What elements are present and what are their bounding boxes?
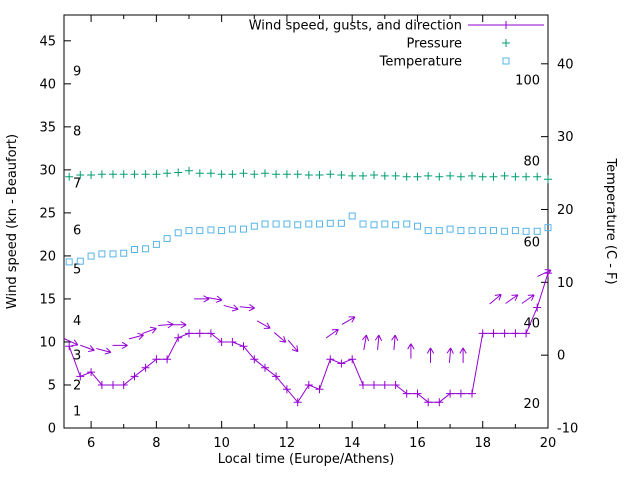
- svg-text:5: 5: [73, 262, 81, 277]
- wind-arrow: [158, 321, 174, 329]
- fahrenheit-scale-labels: 20 40 60 80 100: [515, 73, 540, 412]
- wind-arrow: [459, 347, 467, 363]
- wind-arrow: [391, 334, 399, 351]
- wind-arrow: [361, 334, 370, 350]
- svg-text:20: 20: [557, 203, 574, 218]
- wind-arrow: [256, 320, 271, 329]
- svg-text:6: 6: [73, 224, 81, 239]
- legend-label: Wind speed, gusts, and direction: [249, 19, 462, 34]
- svg-text:15: 15: [39, 292, 56, 307]
- svg-text:40: 40: [39, 77, 56, 92]
- svg-text:35: 35: [39, 120, 56, 135]
- svg-text:0: 0: [48, 422, 56, 437]
- y-axis-title-left: Wind speed (kn - Beaufort): [5, 134, 20, 309]
- svg-text:25: 25: [39, 206, 56, 221]
- svg-text:80: 80: [523, 154, 540, 169]
- svg-text:14: 14: [344, 436, 361, 451]
- wind-arrow: [287, 339, 299, 353]
- svg-text:7: 7: [73, 176, 81, 191]
- y-right-labels: -10 0 10 20 30 40: [557, 57, 578, 436]
- wind-arrow: [537, 269, 552, 277]
- x-axis-title: Local time (Europe/Athens): [218, 452, 395, 467]
- wind-speed-markers: [65, 269, 552, 407]
- wind-arrow: [341, 316, 356, 325]
- svg-text:18: 18: [474, 436, 491, 451]
- wind-arrow: [374, 334, 383, 351]
- svg-text:20: 20: [540, 436, 557, 451]
- svg-text:0: 0: [557, 349, 565, 364]
- wind-arrow: [325, 328, 339, 339]
- svg-text:30: 30: [557, 130, 574, 145]
- svg-text:1: 1: [73, 404, 81, 419]
- svg-text:20: 20: [523, 397, 540, 412]
- svg-text:6: 6: [87, 436, 95, 451]
- legend-label: Temperature: [379, 55, 462, 70]
- beaufort-scale-labels: 1 2 3 4 5 6 7 8 9: [73, 64, 81, 419]
- svg-text:12: 12: [279, 436, 296, 451]
- plot-border: [63, 14, 549, 429]
- svg-text:4: 4: [73, 314, 81, 329]
- svg-text:-10: -10: [557, 422, 578, 437]
- wind-arrow: [194, 295, 210, 303]
- wind-arrow: [128, 332, 144, 340]
- pressure-series: [65, 166, 552, 184]
- svg-text:20: 20: [39, 249, 56, 264]
- y-left-ticks: [64, 40, 71, 429]
- wind-arrow: [426, 347, 435, 363]
- legend: Wind speed, gusts, and direction Pressure…: [249, 19, 544, 70]
- y-left-labels: 0 5 10 15 20 25 30 35 40 45: [39, 34, 56, 436]
- svg-text:16: 16: [409, 436, 426, 451]
- wind-arrow: [64, 338, 79, 347]
- wind-arrow: [112, 341, 128, 350]
- temperature-series: [65, 212, 552, 266]
- svg-text:5: 5: [48, 378, 56, 393]
- svg-text:2: 2: [73, 378, 81, 393]
- x-axis-ticks: [90, 15, 549, 428]
- svg-text:100: 100: [515, 73, 540, 88]
- wind-arrow: [142, 326, 157, 335]
- svg-text:9: 9: [73, 64, 81, 79]
- wind-arrow: [96, 347, 112, 355]
- wind-arrow: [223, 304, 239, 312]
- wind-arrow: [446, 347, 454, 363]
- svg-text:45: 45: [39, 34, 56, 49]
- svg-text:40: 40: [557, 57, 574, 72]
- wind-arrow: [207, 295, 223, 303]
- svg-text:8: 8: [152, 436, 160, 451]
- wind-arrow: [505, 294, 519, 304]
- legend-temperature-sample: [502, 57, 510, 65]
- svg-text:3: 3: [73, 348, 81, 363]
- y-axis-title-right: Temperature (C - F): [603, 157, 618, 284]
- svg-text:40: 40: [523, 316, 540, 331]
- wind-gust-arrows: [64, 269, 552, 363]
- wind-arrow: [239, 304, 255, 312]
- wind-arrow: [521, 294, 535, 304]
- x-axis-labels: 6 8 10 12 14 16 18 20: [87, 436, 556, 451]
- y-right-ticks: [541, 63, 548, 429]
- wind-arrow: [273, 332, 287, 343]
- wind-arrow: [407, 343, 415, 359]
- svg-text:10: 10: [213, 436, 230, 451]
- wind-arrow: [489, 293, 502, 305]
- wind-arrow: [80, 344, 95, 353]
- svg-text:60: 60: [523, 235, 540, 250]
- legend-pressure-sample: [502, 39, 510, 47]
- wind-arrow: [171, 321, 187, 329]
- legend-label: Pressure: [406, 37, 462, 52]
- svg-text:10: 10: [39, 335, 56, 350]
- svg-text:10: 10: [557, 276, 574, 291]
- svg-text:8: 8: [73, 125, 81, 140]
- svg-text:30: 30: [39, 163, 56, 178]
